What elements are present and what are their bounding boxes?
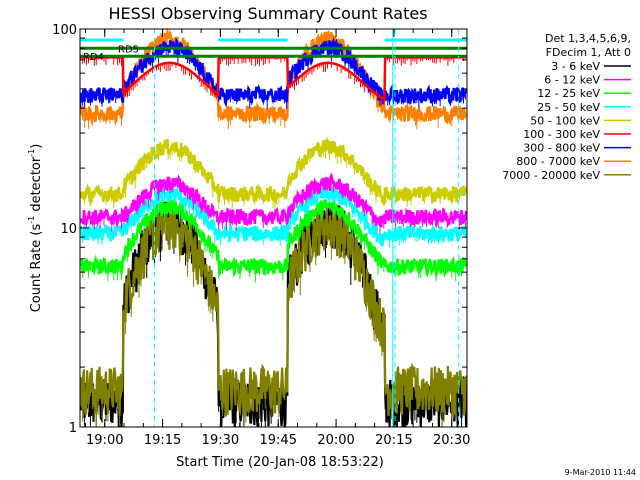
y-axis-title-sup2: -1 bbox=[27, 149, 36, 157]
legend-label: 12 - 25 keV bbox=[537, 87, 600, 100]
tick-layer: 19:00 19:15 19:30 19:45 20:00 20:15 20:30 1 10 10… bbox=[52, 23, 470, 448]
y-tick-label: 100 bbox=[52, 23, 77, 38]
x-axis-title: Start Time (20-Jan-08 18:53:22) bbox=[176, 455, 384, 470]
y-axis-title-pre: Count Rate (s bbox=[29, 224, 44, 313]
chart-title: HESSI Observing Summary Count Rates bbox=[108, 4, 427, 23]
x-tick-label: 19:15 bbox=[144, 433, 181, 448]
y-axis-title-close: ) bbox=[29, 144, 44, 149]
date-stamp: 9-Mar-2010 11:44 bbox=[565, 468, 636, 477]
legend-header: Det 1,3,4,5,6,9, bbox=[545, 32, 631, 45]
level-label: RD4 bbox=[83, 52, 104, 63]
x-tick-label: 19:45 bbox=[260, 433, 297, 448]
series-50_100keV bbox=[79, 135, 468, 210]
series-line bbox=[79, 183, 468, 248]
marker-layer: RD5 RD4 bbox=[80, 29, 467, 427]
level-label: RD5 bbox=[118, 44, 139, 55]
legend-label: 300 - 800 keV bbox=[523, 142, 600, 155]
x-tick-label: 20:15 bbox=[375, 433, 412, 448]
y-tick-label: 1 bbox=[69, 421, 77, 436]
x-tick-label: 19:30 bbox=[202, 433, 239, 448]
x-tick-label: 20:30 bbox=[433, 433, 470, 448]
y-axis-title-post: detector bbox=[29, 156, 44, 216]
legend-label: 25 - 50 keV bbox=[537, 101, 600, 114]
legend: Det 1,3,4,5,6,9,FDecim 1, Att 03 - 6 keV… bbox=[502, 32, 631, 182]
legend-label: 3 - 6 keV bbox=[551, 60, 600, 73]
legend-header: FDecim 1, Att 0 bbox=[546, 46, 631, 59]
series-layer bbox=[79, 27, 468, 428]
legend-label: 800 - 7000 keV bbox=[516, 155, 600, 168]
x-tick-label: 20:00 bbox=[317, 433, 354, 448]
legend-label: 100 - 300 keV bbox=[523, 128, 600, 141]
legend-label: 7000 - 20000 keV bbox=[502, 169, 600, 182]
series-12_25keV bbox=[79, 198, 468, 283]
y-axis-title: Count Rate (s-1 detector-1) bbox=[27, 144, 44, 313]
legend-label: 50 - 100 keV bbox=[530, 114, 600, 127]
legend-label: 6 - 12 keV bbox=[544, 74, 600, 87]
x-tick-label: 19:00 bbox=[86, 433, 123, 448]
y-tick-label: 10 bbox=[60, 222, 77, 237]
series-6_12keV bbox=[79, 172, 468, 235]
y-axis-title-sup: -1 bbox=[27, 216, 36, 224]
